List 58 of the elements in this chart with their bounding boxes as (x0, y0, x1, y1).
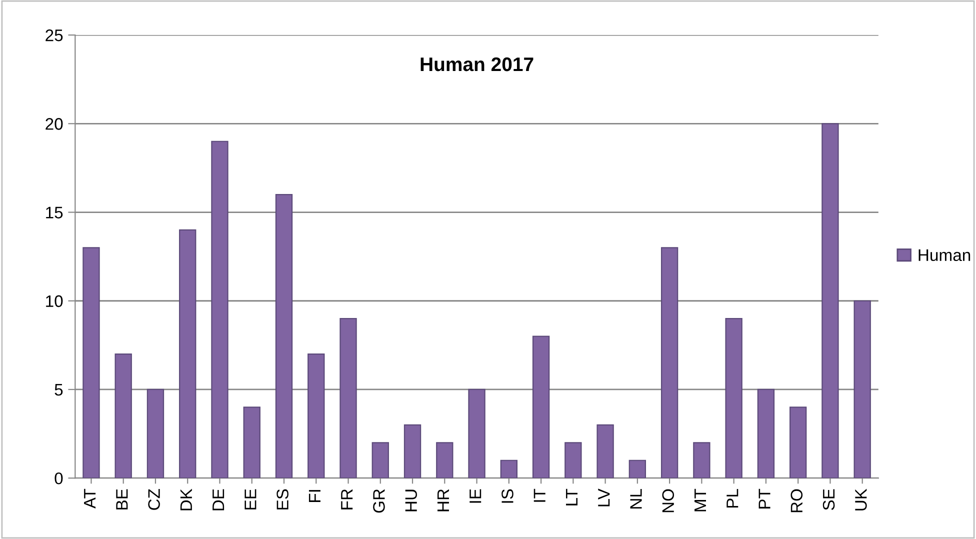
bar (854, 300, 871, 478)
bar (693, 442, 710, 478)
x-tick-label: NL (630, 489, 642, 508)
x-tick-label: HR (437, 489, 449, 512)
y-tick-label: 25 (46, 29, 63, 42)
bar (308, 353, 325, 478)
bar (211, 140, 228, 478)
x-tick-label: DE (212, 489, 224, 510)
x-tick-label: IS (502, 489, 514, 503)
x-tick-label: UK (855, 488, 867, 510)
bar (179, 229, 196, 478)
bar (243, 406, 260, 478)
x-tick-label: EE (244, 489, 256, 510)
x-tick-label: MT (694, 488, 706, 512)
x-tick-label: LT (566, 488, 578, 506)
bar (146, 388, 164, 478)
y-tick-label: 10 (46, 295, 63, 308)
x-tick-label: ES (276, 489, 288, 510)
bar (532, 336, 550, 478)
x-tick-label: IT (534, 488, 546, 502)
bar (660, 247, 678, 478)
bar (628, 460, 646, 478)
x-tick-label: AT (84, 488, 96, 509)
x-tick-label: FR (341, 489, 353, 510)
bar (372, 442, 389, 478)
x-tick-label: SE (822, 489, 835, 510)
legend-label: Human (918, 249, 970, 262)
bar (500, 460, 518, 478)
bar (340, 318, 357, 478)
y-tick-label: 20 (46, 118, 63, 130)
bar (596, 424, 614, 478)
x-tick-label: IE (470, 489, 482, 503)
bar (564, 442, 582, 478)
x-tick-label: DK (180, 488, 192, 510)
text: Human 2017 (420, 57, 534, 72)
y-tick-label: 15 (46, 206, 63, 218)
bar (725, 318, 742, 478)
y-tick-label: 0 (54, 472, 63, 484)
bar (757, 388, 775, 478)
bar (114, 353, 132, 478)
bar (789, 406, 807, 478)
x-tick-label: LV (598, 488, 610, 506)
x-tick-label: BE (116, 489, 128, 510)
x-tick-label: PT (758, 488, 770, 508)
bar (822, 123, 839, 478)
bar (404, 424, 422, 478)
bar (82, 247, 100, 478)
x-tick-label: FI (308, 490, 320, 502)
x-tick-label: HU (405, 490, 417, 512)
x-tick-label: PL (726, 489, 738, 508)
bar (436, 442, 454, 478)
y-tick-label: 5 (54, 384, 63, 396)
bar (275, 194, 293, 478)
x-tick-label: GR (373, 489, 385, 513)
x-tick-label: CZ (148, 489, 160, 510)
x-tick-label: NO (662, 489, 674, 512)
bar (468, 388, 486, 478)
x-tick-label: RO (790, 489, 803, 512)
